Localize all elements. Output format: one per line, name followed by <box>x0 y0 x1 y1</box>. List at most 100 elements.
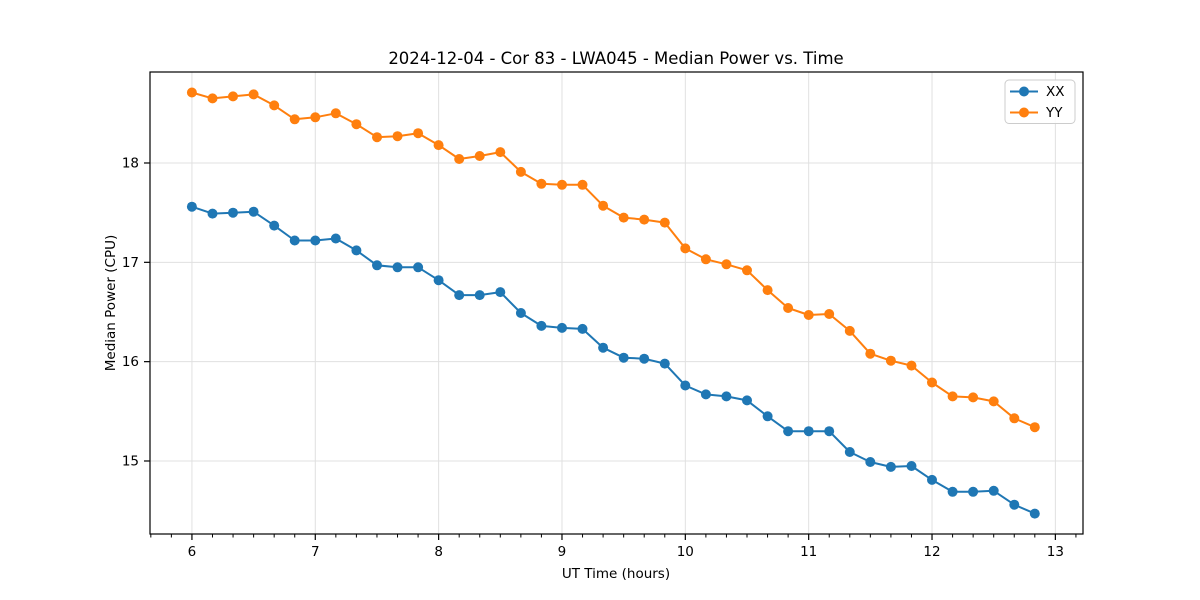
data-point-yy <box>844 325 855 336</box>
data-point-xx <box>762 411 773 422</box>
data-point-yy <box>803 310 814 320</box>
x-tick-label: 11 <box>800 544 817 560</box>
data-point-yy <box>680 243 691 254</box>
data-point-yy <box>557 179 567 190</box>
data-point-xx <box>536 320 547 331</box>
data-point-xx <box>515 308 526 318</box>
data-point-yy <box>700 254 711 265</box>
x-tick-label: 9 <box>558 544 567 560</box>
data-point-yy <box>228 91 238 102</box>
data-point-xx <box>413 262 424 273</box>
x-tick-label: 8 <box>434 544 443 560</box>
data-point-xx <box>474 290 485 301</box>
data-point-yy <box>186 87 197 98</box>
data-point-xx <box>330 233 341 244</box>
data-point-xx <box>700 389 711 400</box>
data-point-xx <box>454 290 465 301</box>
data-point-xx <box>927 474 937 485</box>
data-point-yy <box>762 285 773 296</box>
data-point-yy <box>207 93 218 104</box>
legend-label-yy: YY <box>1045 105 1063 121</box>
series-line-yy <box>191 91 1036 429</box>
data-point-xx <box>248 206 259 217</box>
data-point-yy <box>824 309 835 319</box>
data-point-yy <box>577 179 588 190</box>
data-point-xx <box>639 353 650 364</box>
legend-label-xx: XX <box>1046 84 1065 100</box>
data-point-yy <box>515 166 526 177</box>
data-point-yy <box>598 200 609 211</box>
data-point-xx <box>557 322 567 333</box>
chart-title: 2024-12-04 - Cor 83 - LWA045 - Median Po… <box>388 49 843 68</box>
x-tick-label: 6 <box>188 544 197 560</box>
y-tick-label: 17 <box>122 255 139 271</box>
data-point-xx <box>433 275 444 286</box>
data-point-xx <box>310 235 321 246</box>
x-tick-label: 13 <box>1047 544 1064 560</box>
data-point-yy <box>865 348 876 359</box>
data-series <box>186 87 1040 519</box>
plot-border <box>149 71 1084 535</box>
data-point-xx <box>803 426 814 437</box>
data-point-xx <box>618 352 629 363</box>
data-point-yy <box>454 154 465 164</box>
data-point-xx <box>269 220 280 231</box>
data-point-yy <box>988 396 999 407</box>
data-point-xx <box>742 395 752 406</box>
data-point-xx <box>1009 499 1020 510</box>
data-point-yy <box>413 128 424 139</box>
data-point-yy <box>906 360 917 371</box>
data-point-yy <box>289 114 300 125</box>
data-point-xx <box>783 426 794 437</box>
legend: XX YY <box>1004 79 1076 124</box>
legend-marker-xx-icon <box>1019 86 1029 97</box>
data-point-yy <box>927 377 937 388</box>
data-point-xx <box>495 287 506 298</box>
data-point-yy <box>474 151 485 161</box>
legend-marker-yy-icon <box>1019 107 1029 118</box>
data-point-xx <box>577 323 588 334</box>
y-axis-label: Median Power (CPU) <box>103 235 119 371</box>
data-point-yy <box>659 217 670 228</box>
data-point-yy <box>742 265 752 276</box>
x-tick-label: 7 <box>311 544 320 560</box>
data-point-xx <box>824 426 835 437</box>
data-point-xx <box>680 380 691 391</box>
data-point-xx <box>988 485 999 496</box>
data-point-yy <box>947 391 958 402</box>
x-tick-label: 12 <box>923 544 940 560</box>
y-tick-label: 16 <box>122 354 139 370</box>
data-point-xx <box>289 235 300 246</box>
y-tick-label: 18 <box>122 155 139 171</box>
legend-entry-xx: XX <box>1010 84 1065 100</box>
data-point-xx <box>598 342 609 353</box>
data-point-yy <box>639 214 650 225</box>
data-point-yy <box>248 89 259 100</box>
x-axis-label: UT Time (hours) <box>562 566 670 582</box>
data-point-xx <box>906 461 917 471</box>
data-point-yy <box>721 259 732 270</box>
data-point-xx <box>947 486 958 497</box>
data-point-yy <box>618 212 629 223</box>
data-point-yy <box>783 303 794 313</box>
data-point-yy <box>433 140 444 151</box>
data-point-xx <box>372 260 382 271</box>
data-point-yy <box>1029 422 1040 433</box>
data-point-xx <box>186 201 197 212</box>
data-point-yy <box>310 112 321 123</box>
data-point-xx <box>885 461 896 472</box>
x-tick-label: 10 <box>677 544 694 560</box>
data-point-yy <box>392 131 403 142</box>
legend-entry-yy: YY <box>1010 105 1063 121</box>
data-point-xx <box>721 391 732 402</box>
data-point-yy <box>495 147 506 158</box>
data-point-xx <box>865 457 876 467</box>
data-point-xx <box>392 262 403 273</box>
data-point-yy <box>885 355 896 366</box>
data-point-xx <box>659 358 670 369</box>
data-point-yy <box>372 132 382 143</box>
data-point-yy <box>536 178 547 189</box>
data-point-yy <box>351 119 362 130</box>
